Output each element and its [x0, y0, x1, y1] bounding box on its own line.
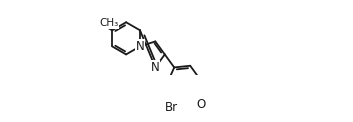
- Text: Br: Br: [165, 101, 178, 114]
- Text: CH₃: CH₃: [100, 18, 119, 28]
- Text: O: O: [197, 98, 206, 111]
- Text: Br: Br: [165, 101, 178, 114]
- Text: N: N: [136, 40, 144, 53]
- Text: N: N: [136, 40, 144, 53]
- Text: CH₃: CH₃: [100, 18, 119, 28]
- Text: O: O: [197, 98, 206, 111]
- Text: N: N: [151, 61, 160, 74]
- Text: N: N: [151, 61, 160, 74]
